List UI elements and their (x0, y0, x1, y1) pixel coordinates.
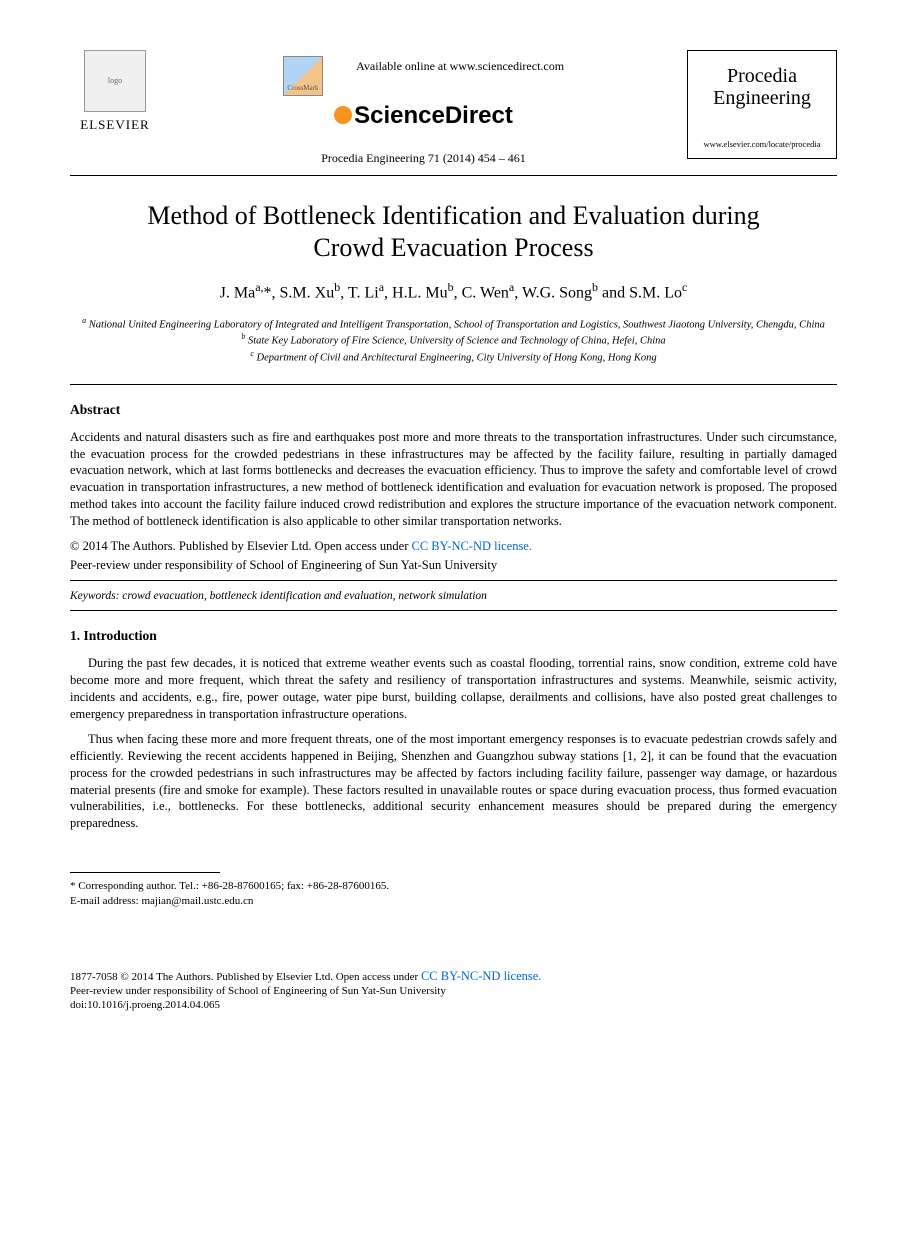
sd-dot-icon (334, 106, 352, 124)
journal-box-url: www.elsevier.com/locate/procedia (694, 139, 830, 150)
intro-para-1: During the past few decades, it is notic… (70, 655, 837, 723)
intro-para-2: Thus when facing these more and more fre… (70, 731, 837, 832)
journal-box-title: Procedia Engineering (694, 65, 830, 109)
affiliation-a: a National United Engineering Laboratory… (70, 316, 837, 333)
page-header: logo ELSEVIER CrossMark Available online… (70, 50, 837, 167)
affiliation-b: b State Key Laboratory of Fire Science, … (70, 332, 837, 349)
publisher-label: ELSEVIER (70, 116, 160, 134)
header-center: CrossMark Available online at www.scienc… (160, 50, 687, 167)
footnote-rule (70, 872, 220, 873)
abstract-text: Accidents and natural disasters such as … (70, 429, 837, 530)
footer-issn-line: 1877-7058 © 2014 The Authors. Published … (70, 968, 837, 984)
license-link[interactable]: CC BY-NC-ND license. (412, 539, 532, 553)
paper-title: Method of Bottleneck Identification and … (110, 200, 797, 265)
available-online-text: Available online at www.sciencedirect.co… (356, 58, 564, 74)
journal-box: Procedia Engineering www.elsevier.com/lo… (687, 50, 837, 159)
footer-doi: doi:10.1016/j.proeng.2014.04.065 (70, 998, 837, 1012)
author-list: J. Maa,*, S.M. Xub, T. Lia, H.L. Mub, C.… (70, 279, 837, 304)
affiliations: a National United Engineering Laboratory… (70, 316, 837, 366)
footer-license-link[interactable]: CC BY-NC-ND license. (421, 969, 541, 983)
footer-peer-review: Peer-review under responsibility of Scho… (70, 984, 837, 998)
abstract-heading: Abstract (70, 401, 837, 419)
abstract-bottom-rule (70, 580, 837, 581)
sd-brand-text: ScienceDirect (354, 102, 513, 129)
keywords: Keywords: crowd evacuation, bottleneck i… (70, 589, 837, 605)
peer-review-line: Peer-review under responsibility of Scho… (70, 557, 837, 574)
elsevier-tree-icon: logo (84, 50, 146, 112)
intro-body: During the past few decades, it is notic… (70, 655, 837, 832)
keywords-rule (70, 610, 837, 611)
abstract-top-rule (70, 384, 837, 385)
corresponding-email: E-mail address: majian@mail.ustc.edu.cn (70, 894, 837, 908)
sciencedirect-logo: ScienceDirect (160, 100, 687, 132)
crossmark-icon[interactable]: CrossMark (283, 56, 323, 96)
journal-reference: Procedia Engineering 71 (2014) 454 – 461 (160, 150, 687, 166)
affiliation-c: c Department of Civil and Architectural … (70, 349, 837, 366)
corresponding-author: * Corresponding author. Tel.: +86-28-876… (70, 879, 837, 893)
publisher-logo-block: logo ELSEVIER (70, 50, 160, 134)
page-footer: 1877-7058 © 2014 The Authors. Published … (70, 968, 837, 1013)
copyright-line: © 2014 The Authors. Published by Elsevie… (70, 538, 837, 555)
intro-heading: 1. Introduction (70, 627, 837, 645)
header-rule (70, 175, 837, 176)
